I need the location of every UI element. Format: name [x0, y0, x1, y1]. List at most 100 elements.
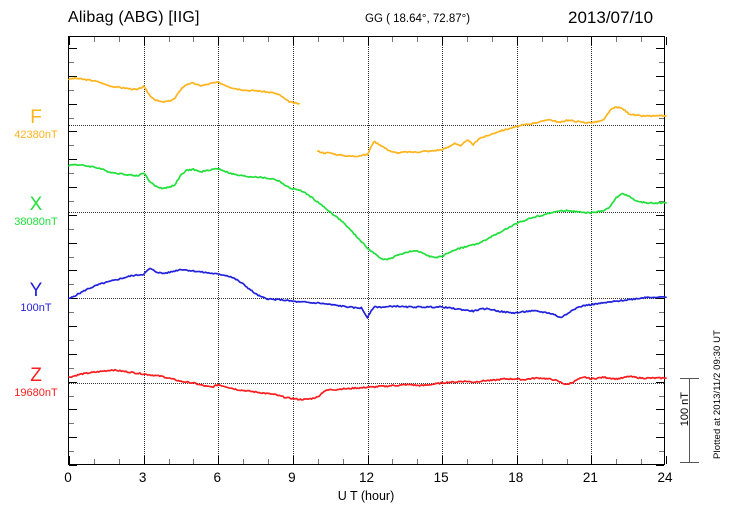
- baseline-x: [69, 212, 664, 213]
- x-axis-tick: [268, 37, 269, 42]
- y-axis-tick: [659, 339, 664, 341]
- x-axis-tick-label: 12: [358, 470, 375, 485]
- baseline-f: [69, 125, 664, 126]
- scale-bar-bottom-cap: [680, 462, 699, 463]
- x-axis-tick: [317, 459, 319, 464]
- x-axis-tick: [392, 37, 394, 42]
- y-axis-tick: [659, 423, 664, 425]
- y-axis-tick: [69, 326, 77, 327]
- y-axis-tick: [69, 298, 77, 300]
- y-axis-tick: [656, 159, 664, 161]
- x-axis-tick: [566, 459, 568, 464]
- x-axis-tick: [442, 456, 444, 464]
- y-axis-tick: [656, 270, 664, 272]
- x-axis-tick-label: 3: [138, 470, 147, 485]
- y-axis-tick: [69, 353, 77, 355]
- component-baseline-value: 100nT: [20, 302, 52, 314]
- x-axis-tick: [342, 459, 344, 464]
- y-axis-tick: [69, 89, 74, 91]
- y-axis-tick: [659, 312, 664, 314]
- y-axis-tick: [659, 395, 664, 397]
- x-axis-tick: [218, 37, 220, 45]
- gridline-vertical: [367, 37, 369, 464]
- x-axis-tick: [143, 456, 145, 464]
- x-axis-tick: [491, 459, 493, 464]
- trace-z: [68, 368, 667, 401]
- y-axis-tick: [656, 465, 664, 466]
- y-axis-tick: [656, 187, 664, 188]
- scale-bar-label: 100 nT: [679, 392, 691, 427]
- component-baseline-value: 19680nT: [14, 387, 58, 399]
- y-axis-tick: [69, 48, 77, 49]
- x-axis-tick: [268, 459, 269, 464]
- y-axis-tick: [69, 103, 77, 105]
- y-axis-tick: [69, 423, 74, 425]
- y-axis-tick: [69, 117, 74, 119]
- x-axis-tick: [69, 37, 70, 45]
- y-axis-tick: [69, 159, 77, 161]
- y-axis-tick: [69, 256, 74, 258]
- y-axis-tick: [656, 103, 664, 105]
- x-axis-tick: [616, 459, 618, 464]
- y-axis-tick: [656, 298, 664, 300]
- y-axis-tick: [659, 61, 664, 63]
- y-axis-tick: [659, 117, 664, 119]
- y-axis-tick: [656, 381, 664, 383]
- y-axis-tick: [69, 242, 77, 244]
- y-axis-tick: [69, 451, 74, 453]
- x-axis-tick: [168, 37, 170, 42]
- baseline-z: [69, 383, 664, 384]
- y-axis-tick: [656, 326, 664, 327]
- y-axis-tick: [659, 451, 664, 453]
- y-axis-tick: [656, 214, 664, 216]
- x-axis-tick: [342, 37, 344, 42]
- x-axis-tick: [591, 37, 593, 45]
- gridline-vertical: [591, 37, 593, 464]
- y-axis-tick: [656, 48, 664, 49]
- x-axis-tick: [243, 37, 245, 42]
- y-axis-tick: [659, 256, 664, 258]
- y-axis-tick: [659, 367, 664, 369]
- trace-x: [68, 163, 667, 261]
- baseline-y: [69, 298, 664, 299]
- x-axis-tick-label: 6: [213, 470, 222, 485]
- x-axis-tick: [367, 456, 369, 464]
- y-axis-tick: [69, 312, 74, 314]
- x-axis-tick: [641, 459, 643, 464]
- component-label-y: Y 100nT: [8, 281, 64, 315]
- x-axis-tick: [93, 459, 95, 464]
- y-axis-tick: [656, 353, 664, 355]
- y-axis-tick: [69, 284, 74, 286]
- gridline-vertical: [218, 37, 220, 464]
- x-axis-tick: [491, 37, 493, 42]
- y-axis-tick: [656, 437, 664, 439]
- x-axis-tick-label: 24: [657, 470, 673, 485]
- trace-f: [68, 76, 300, 105]
- y-axis-tick: [659, 173, 664, 175]
- y-axis-tick: [69, 381, 77, 383]
- y-axis-tick: [659, 200, 664, 202]
- x-axis-tick: [193, 37, 195, 42]
- x-axis-tick: [193, 459, 195, 464]
- y-axis-tick: [69, 437, 77, 439]
- y-axis-tick: [656, 242, 664, 244]
- component-baseline-value: 38080nT: [14, 216, 58, 228]
- y-axis-tick: [69, 339, 74, 341]
- x-axis-title: U T (hour): [337, 489, 395, 503]
- y-axis-tick: [69, 200, 74, 202]
- gridline-vertical: [143, 37, 145, 464]
- x-axis-tick: [467, 459, 468, 464]
- y-axis-tick: [69, 270, 77, 272]
- x-axis-tick-label: 0: [64, 470, 72, 485]
- x-axis-tick: [367, 37, 369, 45]
- component-symbol: Z: [30, 365, 42, 386]
- x-axis-tick: [666, 456, 667, 464]
- y-axis-tick: [656, 75, 664, 77]
- observation-date: 2013/07/10: [568, 8, 654, 27]
- y-axis-tick: [69, 187, 77, 188]
- y-axis-tick: [659, 145, 664, 147]
- plotted-at-timestamp: Plotted at 2013/11/2 09:30 UT: [712, 330, 723, 459]
- x-axis-tick: [616, 37, 618, 42]
- y-axis-tick: [69, 465, 77, 466]
